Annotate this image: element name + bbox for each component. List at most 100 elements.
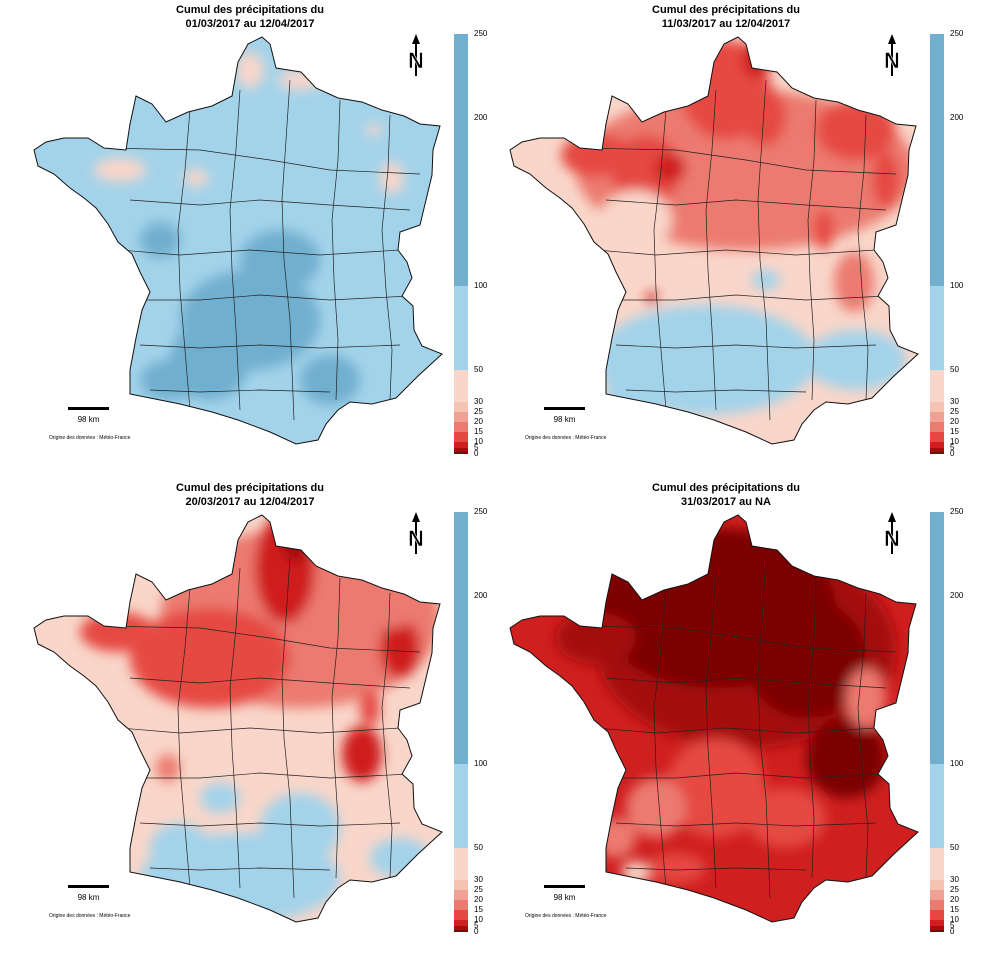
legend-swatch: [930, 512, 944, 596]
legend-tick-label: 5: [950, 443, 955, 452]
legend-swatch: [930, 118, 944, 286]
legend-swatch: [930, 930, 944, 932]
scale-label: 98 km: [77, 415, 100, 424]
panel-title: Cumul des précipitations du 01/03/2017 a…: [120, 3, 380, 31]
legend-tick-label: 20: [950, 895, 959, 904]
legend-tick-label: 50: [950, 365, 959, 374]
france-map: [509, 36, 919, 445]
legend-tick-label: 10: [950, 915, 959, 924]
scale-bar: [544, 407, 585, 410]
legend-tick-label: 15: [950, 905, 959, 914]
legend-tick-label: 25: [474, 407, 483, 416]
legend-swatch: [930, 596, 944, 764]
data-source: Origine des données : Météo-France: [49, 913, 131, 919]
legend-swatch: [930, 910, 944, 920]
legend-tick-label: 15: [474, 905, 483, 914]
legend-swatch: [454, 920, 468, 926]
legend-swatch: [454, 118, 468, 286]
legend-tick-label: 15: [950, 427, 959, 436]
legend-tick-label: 100: [950, 759, 964, 768]
color-legend: 250 200 100 50 30 25 20 15 10 5 0: [930, 508, 963, 936]
legend-swatch: [930, 764, 944, 848]
legend-tick-label: 20: [474, 417, 483, 426]
legend-tick-label: 30: [474, 875, 483, 884]
color-legend: 250 200 100 50 30 25 20 15 10 5 0: [454, 30, 487, 458]
legend-swatch: [930, 422, 944, 432]
legend-swatch: [930, 890, 944, 900]
legend-tick-label: 200: [950, 591, 964, 600]
legend-swatch: [454, 452, 468, 454]
legend-tick-label: 200: [474, 591, 488, 600]
legend-tick-label: 25: [474, 885, 483, 894]
legend-swatch: [930, 452, 944, 454]
legend-swatch: [454, 422, 468, 432]
legend-swatch: [454, 764, 468, 848]
svg-text:N: N: [408, 526, 424, 551]
title-line-1: Cumul des précipitations du: [652, 4, 800, 16]
legend-swatch: [454, 910, 468, 920]
legend-swatch: [930, 448, 944, 452]
legend-swatch: [930, 370, 944, 402]
legend-swatch: [454, 370, 468, 402]
legend-swatch: [930, 900, 944, 910]
svg-text:N: N: [408, 48, 424, 73]
legend-swatch: [454, 432, 468, 442]
legend-tick-label: 200: [950, 113, 964, 122]
legend-tick-label: 10: [474, 437, 483, 446]
color-legend: 250 200 100 50 30 25 20 15 10 5 0: [454, 508, 487, 936]
map-panel-4: Cumul des précipitations du 31/03/2017 a…: [476, 478, 974, 957]
legend-tick-label: 30: [474, 397, 483, 406]
legend-swatch: [930, 432, 944, 442]
legend-swatch: [930, 286, 944, 370]
legend-tick-label: 250: [474, 507, 488, 516]
scale-bar: [544, 885, 585, 888]
map-panel-1: Cumul des précipitations du 01/03/2017 a…: [0, 0, 498, 479]
north-arrow-icon: N: [879, 34, 905, 78]
legend-swatch: [930, 920, 944, 926]
title-line-1: Cumul des précipitations du: [176, 482, 324, 494]
panel-title: Cumul des précipitations du 11/03/2017 a…: [596, 3, 856, 31]
legend-swatch: [454, 442, 468, 448]
legend-tick-label: 15: [474, 427, 483, 436]
legend-tick-label: 10: [950, 437, 959, 446]
map-panel-3: Cumul des précipitations du 20/03/2017 a…: [0, 478, 498, 957]
france-map: [509, 514, 919, 923]
svg-text:N: N: [884, 526, 900, 551]
legend-tick-label: 30: [950, 397, 959, 406]
legend-tick-label: 50: [950, 843, 959, 852]
legend-swatch: [454, 848, 468, 880]
legend-swatch: [930, 926, 944, 930]
scale-bar: [68, 407, 109, 410]
legend-tick-label: 0: [474, 927, 479, 936]
legend-swatch: [930, 442, 944, 448]
legend-swatch: [930, 848, 944, 880]
legend-swatch: [454, 930, 468, 932]
legend-swatch: [930, 34, 944, 118]
legend-swatch: [454, 402, 468, 412]
france-map: [33, 36, 443, 445]
legend-swatch: [930, 402, 944, 412]
legend-swatch: [930, 412, 944, 422]
legend-swatch: [454, 596, 468, 764]
legend-swatch: [454, 900, 468, 910]
legend-tick-label: 100: [474, 759, 488, 768]
data-source: Origine des données : Météo-France: [49, 435, 131, 441]
legend-tick-label: 0: [474, 449, 479, 458]
legend-swatch: [454, 926, 468, 930]
legend-tick-label: 30: [950, 875, 959, 884]
data-source: Origine des données : Météo-France: [525, 435, 607, 441]
legend-tick-label: 25: [950, 407, 959, 416]
color-legend: 250 200 100 50 30 25 20 15 10 5 0: [930, 30, 963, 458]
data-source: Origine des données : Météo-France: [525, 913, 607, 919]
title-line-2: 11/03/2017 au 12/04/2017: [661, 18, 791, 30]
title-line-2: 20/03/2017 au 12/04/2017: [185, 496, 315, 508]
legend-swatch: [454, 286, 468, 370]
svg-text:N: N: [884, 48, 900, 73]
panel-title: Cumul des précipitations du 20/03/2017 a…: [120, 481, 380, 509]
legend-tick-label: 0: [950, 449, 955, 458]
panel-title: Cumul des précipitations du 31/03/2017 a…: [596, 481, 856, 509]
legend-tick-label: 10: [474, 915, 483, 924]
france-map: [33, 514, 443, 923]
legend-tick-label: 250: [950, 507, 964, 516]
scale-bar: [68, 885, 109, 888]
